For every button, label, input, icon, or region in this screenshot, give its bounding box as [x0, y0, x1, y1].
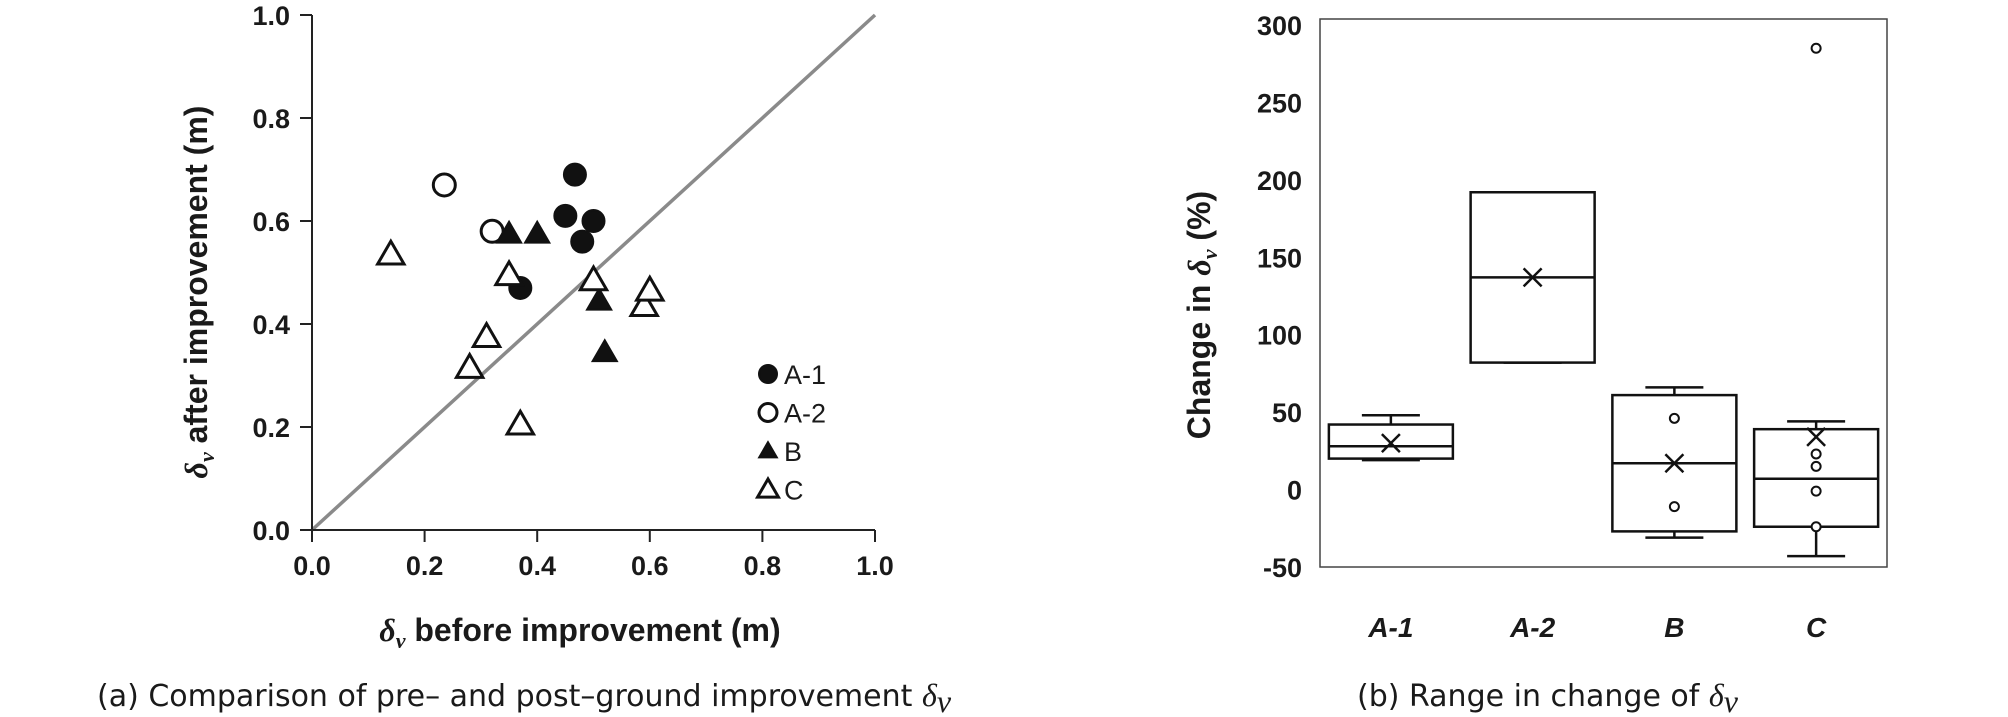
- scatter-point-a-1: [570, 229, 595, 254]
- scatter-point-c: [628, 289, 660, 318]
- box-outlier-point: [1810, 448, 1822, 460]
- scatter-point-b: [523, 219, 552, 244]
- scatter-x-tick-label: 0.0: [293, 551, 331, 581]
- scatter-legend: A-1 A-2 BC: [754, 360, 826, 506]
- scatter-y-axis-title: δv after improvement (m): [178, 106, 219, 479]
- box-outlier-point: [1668, 501, 1680, 513]
- scatter-y-tick-label: 0.4: [252, 310, 290, 340]
- boxplot-y-tick-label: 300: [1257, 11, 1302, 41]
- scatter-x-axis-text: before improvement (m): [405, 612, 780, 648]
- box-a-1: [1327, 413, 1455, 462]
- box-mean-marker: [1522, 267, 1543, 288]
- legend-label-c: C: [784, 476, 804, 506]
- legend-label-a-1: A-1: [784, 360, 826, 390]
- box-iqr: [1327, 423, 1455, 460]
- scatter-caption-symbol: δ: [922, 677, 938, 713]
- boxplot-caption-subscript: v: [1724, 683, 1739, 717]
- legend-marker-b: [757, 440, 779, 459]
- scatter-point-c: [375, 238, 407, 266]
- scatter-x-tick-labels: 0.0 0.2 0.4 0.6 0.8 1.0: [293, 551, 894, 581]
- boxplot-frame: [1319, 18, 1888, 568]
- scatter-caption-subscript: v: [937, 683, 952, 717]
- scatter-point-a-1: [581, 209, 606, 233]
- scatter-y-tick-labels: 0.0 0.2 0.4 0.6 0.8 1.0: [252, 1, 290, 546]
- scatter-y-tick-label: 0.6: [252, 207, 290, 237]
- box-outlier-point: [1810, 42, 1822, 54]
- boxplot-y-tick-label: 100: [1257, 321, 1302, 351]
- scatter-point-b: [585, 286, 613, 311]
- scatter-y-tick-label: 0.8: [252, 104, 290, 134]
- scatter-x-axis-title: δv before improvement (m): [379, 612, 780, 653]
- boxplot-y-tick-label: 250: [1257, 88, 1302, 118]
- boxplot-y-axis-suffix: (%): [1181, 191, 1217, 250]
- boxplot-y-axis-title: Change in δv (%): [1181, 191, 1222, 439]
- scatter-x-tick-label: 0.6: [631, 551, 669, 581]
- boxplot-y-tick-label: 200: [1257, 166, 1302, 196]
- box-outlier-point: [1810, 521, 1822, 533]
- box-outlier-point: [1810, 460, 1822, 472]
- scatter-x-tick-label: 1.0: [856, 551, 894, 581]
- boxplot-boxes: [1327, 42, 1880, 558]
- legend-marker-a-1: [758, 364, 778, 384]
- scatter-point-a-1: [562, 162, 587, 187]
- box-a-2: [1469, 190, 1596, 364]
- boxplot-caption-text: (b) Range in change of: [1357, 679, 1709, 714]
- box-b: [1611, 386, 1738, 539]
- boxplot-y-tick-labels: -50 0 50 100 150 200 250 300: [1257, 11, 1302, 583]
- scatter-y-tick-label: 1.0: [252, 1, 290, 31]
- scatter-y-axis-symbol: δ: [178, 462, 214, 478]
- scatter-point-b: [495, 219, 523, 244]
- scatter-point-a-1: [553, 203, 578, 228]
- boxplot-category-label: B: [1664, 612, 1684, 643]
- scatter-x-axis-subscript: v: [396, 628, 406, 653]
- scatter-point-b: [590, 338, 619, 363]
- boxplot-category-labels: A-1 A-2 B C: [1367, 612, 1827, 643]
- scatter-x-axis-symbol: δ: [379, 612, 395, 648]
- box-mean-marker: [1806, 427, 1827, 447]
- scatter-points: [375, 162, 666, 436]
- boxplot-y-axis-symbol: δ: [1181, 259, 1217, 275]
- scatter-axes: [300, 14, 876, 542]
- box-outlier-point: [1668, 412, 1680, 424]
- scatter-x-tick-label: 0.4: [518, 551, 556, 581]
- boxplot-category-label: A-2: [1509, 612, 1556, 643]
- boxplot-y-tick-label: -50: [1263, 553, 1302, 583]
- scatter-y-axis-subscript: v: [194, 452, 219, 462]
- box-outlier-point: [1810, 485, 1822, 497]
- boxplot-caption-symbol: δ: [1709, 677, 1725, 713]
- scatter-point-c: [577, 264, 610, 292]
- scatter-point-c: [504, 408, 537, 436]
- legend-label-a-2: A-2: [784, 399, 826, 429]
- scatter-point-c: [633, 274, 666, 302]
- box-mean-marker: [1380, 433, 1401, 453]
- scatter-point-c: [493, 258, 525, 287]
- boxplot-category-label: C: [1806, 612, 1827, 643]
- scatter-caption-text: (a) Comparison of pre– and post–ground i…: [97, 679, 922, 714]
- legend-marker-c: [754, 476, 782, 499]
- scatter-panel: 0.0 0.2 0.4 0.6 0.8 1.0 0.0 0.2 0.4 0.6 0.8 1.0 A-…: [97, 1, 952, 717]
- boxplot-y-tick-label: 0: [1287, 476, 1302, 506]
- scatter-y-tick-label: 0.0: [252, 516, 290, 546]
- boxplot-category-label: A-1: [1367, 612, 1413, 643]
- box-mean-marker: [1664, 453, 1685, 474]
- box-c: [1752, 42, 1880, 558]
- boxplot-y-axis-subscript: v: [1197, 249, 1222, 259]
- scatter-y-tick-label: 0.2: [252, 413, 290, 443]
- scatter-point-c: [453, 351, 486, 379]
- boxplot-panel: -50 0 50 100 150 200 250 300 A-1 A-2 B C Change in…: [1181, 11, 1888, 717]
- boxplot-y-tick-label: 150: [1257, 243, 1302, 273]
- boxplot-y-axis-text: Change in: [1181, 276, 1217, 440]
- scatter-x-tick-label: 0.2: [406, 551, 444, 581]
- scatter-point-a-2: [431, 172, 457, 198]
- scatter-x-tick-label: 0.8: [744, 551, 782, 581]
- legend-label-b: B: [784, 437, 802, 467]
- scatter-y-axis-text: after improvement (m): [178, 106, 214, 453]
- legend-marker-a-2: [757, 402, 779, 423]
- scatter-point-c: [470, 320, 503, 348]
- boxplot-y-tick-label: 50: [1272, 398, 1302, 428]
- boxplot-caption: (b) Range in change of δv: [1357, 677, 1739, 717]
- scatter-caption: (a) Comparison of pre– and post–ground i…: [97, 677, 952, 717]
